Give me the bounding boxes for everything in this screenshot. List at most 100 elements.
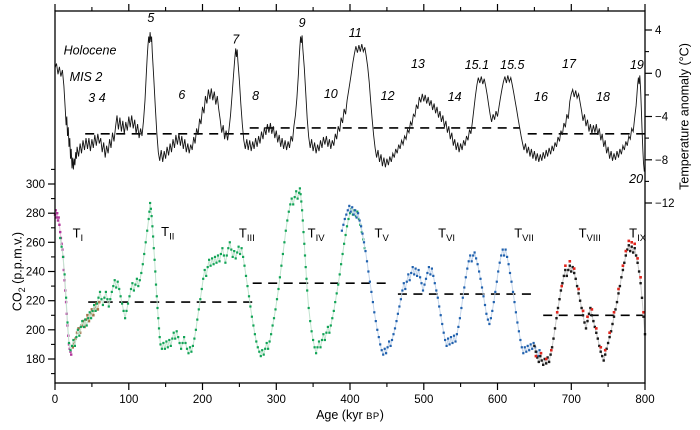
co2-data-point xyxy=(90,317,93,320)
co2-data-point xyxy=(615,300,619,304)
co2-data-point xyxy=(141,263,144,266)
co2-data-point xyxy=(511,290,515,293)
co2-tick-label: 240 xyxy=(26,267,45,279)
co2-tick-label: 220 xyxy=(26,296,45,308)
co2-data-point xyxy=(624,254,627,257)
co2-data-point xyxy=(374,320,377,323)
co2-data-point xyxy=(640,296,644,299)
co2-data-point xyxy=(91,309,94,312)
co2-data-point xyxy=(536,356,539,359)
temp-tick-label: −12 xyxy=(655,198,675,210)
co2-data-point xyxy=(555,317,558,320)
co2-data-point xyxy=(470,260,473,263)
co2-data-point xyxy=(239,252,242,256)
co2-segment-vostok-green xyxy=(59,187,366,358)
co2-data-point xyxy=(550,348,553,352)
co2-data-point xyxy=(345,213,348,216)
temperature-curve xyxy=(54,32,646,172)
co2-data-point xyxy=(543,357,546,361)
co2-data-point xyxy=(593,325,596,329)
co2-data-point xyxy=(306,289,309,292)
co2-data-point xyxy=(100,298,103,301)
co2-data-point xyxy=(203,268,206,272)
co2-data-point xyxy=(634,254,638,257)
co2-data-point xyxy=(399,298,402,301)
co2-data-point xyxy=(301,209,304,212)
co2-data-point xyxy=(460,306,463,310)
co2-data-point xyxy=(361,232,364,235)
co2-data-point xyxy=(382,353,385,356)
co2-data-point xyxy=(307,306,310,310)
co2-data-point xyxy=(150,215,153,218)
stage-label-7: 7 xyxy=(232,33,240,47)
x-tick-label: 600 xyxy=(488,394,507,406)
co2-data-point xyxy=(331,317,334,320)
co2-data-point xyxy=(478,270,481,273)
co2-data-point xyxy=(441,322,444,326)
stage-label-17: 17 xyxy=(562,57,577,71)
co2-data-point xyxy=(362,241,366,244)
co2-data-point xyxy=(208,258,211,261)
co2-data-point xyxy=(70,344,74,347)
co2-data-point xyxy=(435,289,438,292)
co2-data-point xyxy=(225,254,228,257)
co2-data-point xyxy=(575,284,579,288)
co2-data-point xyxy=(216,254,220,257)
co2-data-point xyxy=(581,314,585,317)
co2-data-point xyxy=(103,296,106,299)
co2-data-point xyxy=(482,295,485,298)
co2-segment-dome-c-holocene-magenta xyxy=(53,209,73,356)
co2-data-point xyxy=(583,321,586,324)
co2-data-point xyxy=(364,250,367,253)
co2-data-point xyxy=(278,276,281,279)
co2-data-point xyxy=(310,330,313,333)
co2-data-point xyxy=(599,346,603,349)
co2-data-point xyxy=(157,317,160,320)
co2-segment-edc-blue xyxy=(340,204,541,358)
co2-data-point xyxy=(95,302,99,305)
co2-data-point xyxy=(398,305,401,308)
co2-data-point xyxy=(242,255,245,258)
x-axis-title: Age (kyr BP) xyxy=(250,408,450,422)
co2-data-point xyxy=(237,245,240,248)
co2-data-point xyxy=(602,359,605,362)
co2-data-point xyxy=(335,292,338,295)
co2-data-point xyxy=(323,338,326,342)
co2-data-point xyxy=(355,216,358,219)
co2-data-point xyxy=(284,229,287,232)
co2-data-point xyxy=(587,312,591,315)
co2-data-point xyxy=(197,308,200,311)
co2-data-point xyxy=(200,287,203,291)
co2-data-point xyxy=(191,344,194,347)
co2-data-point xyxy=(376,328,379,331)
stage-label-Holocene: Holocene xyxy=(64,44,117,58)
co2-data-point xyxy=(301,219,304,222)
co2-data-point xyxy=(97,296,100,299)
co2-data-point xyxy=(621,268,625,272)
co2-data-point xyxy=(177,336,180,339)
co2-data-point xyxy=(202,277,205,280)
co2-data-point xyxy=(424,277,428,280)
co2-data-point xyxy=(94,309,97,312)
stage-label-19: 19 xyxy=(630,58,644,72)
co2-axis-title-units: (p.p.m.v.) xyxy=(10,231,25,288)
x-tick-label: 800 xyxy=(635,394,654,406)
co2-data-point xyxy=(466,267,469,270)
co2-data-point xyxy=(298,187,301,190)
co2-data-point xyxy=(479,277,482,280)
co2-axis-ticks: 300 280 260 240 220 200 180 xyxy=(26,168,55,375)
co2-tick-label: 280 xyxy=(26,208,45,220)
stage-label-8: 8 xyxy=(252,89,259,103)
co2-data-point xyxy=(135,277,138,280)
co2-data-point xyxy=(480,286,484,289)
co2-axis-title: CO2 (p.p.m.v.) xyxy=(11,202,28,342)
co2-data-point xyxy=(618,284,622,288)
co2-data-point xyxy=(329,324,332,327)
stage-label-3-4: 3 4 xyxy=(88,91,105,105)
co2-data-point xyxy=(395,320,398,323)
co2-data-point xyxy=(98,300,101,304)
co2-data-point xyxy=(124,317,127,320)
co2-data-point xyxy=(132,289,135,292)
co2-data-point xyxy=(609,330,613,333)
co2-data-point xyxy=(414,267,417,270)
